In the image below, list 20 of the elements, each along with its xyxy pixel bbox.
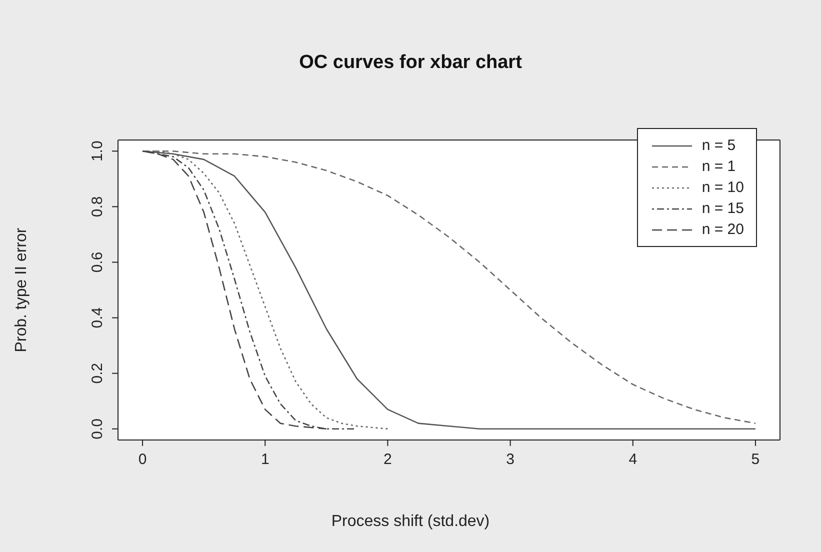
legend-label: n = 15 xyxy=(702,200,744,217)
chart-title: OC curves for xbar chart xyxy=(298,52,523,74)
y-tick-label: 1.0 xyxy=(89,140,106,162)
legend-label: n = 5 xyxy=(702,137,736,154)
x-tick-label: 3 xyxy=(506,451,514,468)
legend-label: n = 1 xyxy=(702,158,736,175)
legend-label: n = 10 xyxy=(702,179,744,196)
x-tick-label: 0 xyxy=(138,451,147,468)
x-axis-title: Process shift (std.dev) xyxy=(330,513,491,531)
x-tick-label: 2 xyxy=(384,451,392,468)
y-tick-label: 0.0 xyxy=(89,418,106,440)
y-tick-label: 0.2 xyxy=(89,362,106,384)
y-axis-title: Prob. type II error xyxy=(13,228,31,352)
legend-label: n = 20 xyxy=(702,221,744,238)
y-tick-label: 0.4 xyxy=(89,307,106,328)
x-tick-label: 1 xyxy=(260,451,270,468)
y-tick-label: 0.8 xyxy=(89,196,106,218)
y-tick-label: 0.6 xyxy=(89,252,106,273)
x-tick-label: 5 xyxy=(751,451,760,468)
x-tick-label: 4 xyxy=(628,451,638,468)
